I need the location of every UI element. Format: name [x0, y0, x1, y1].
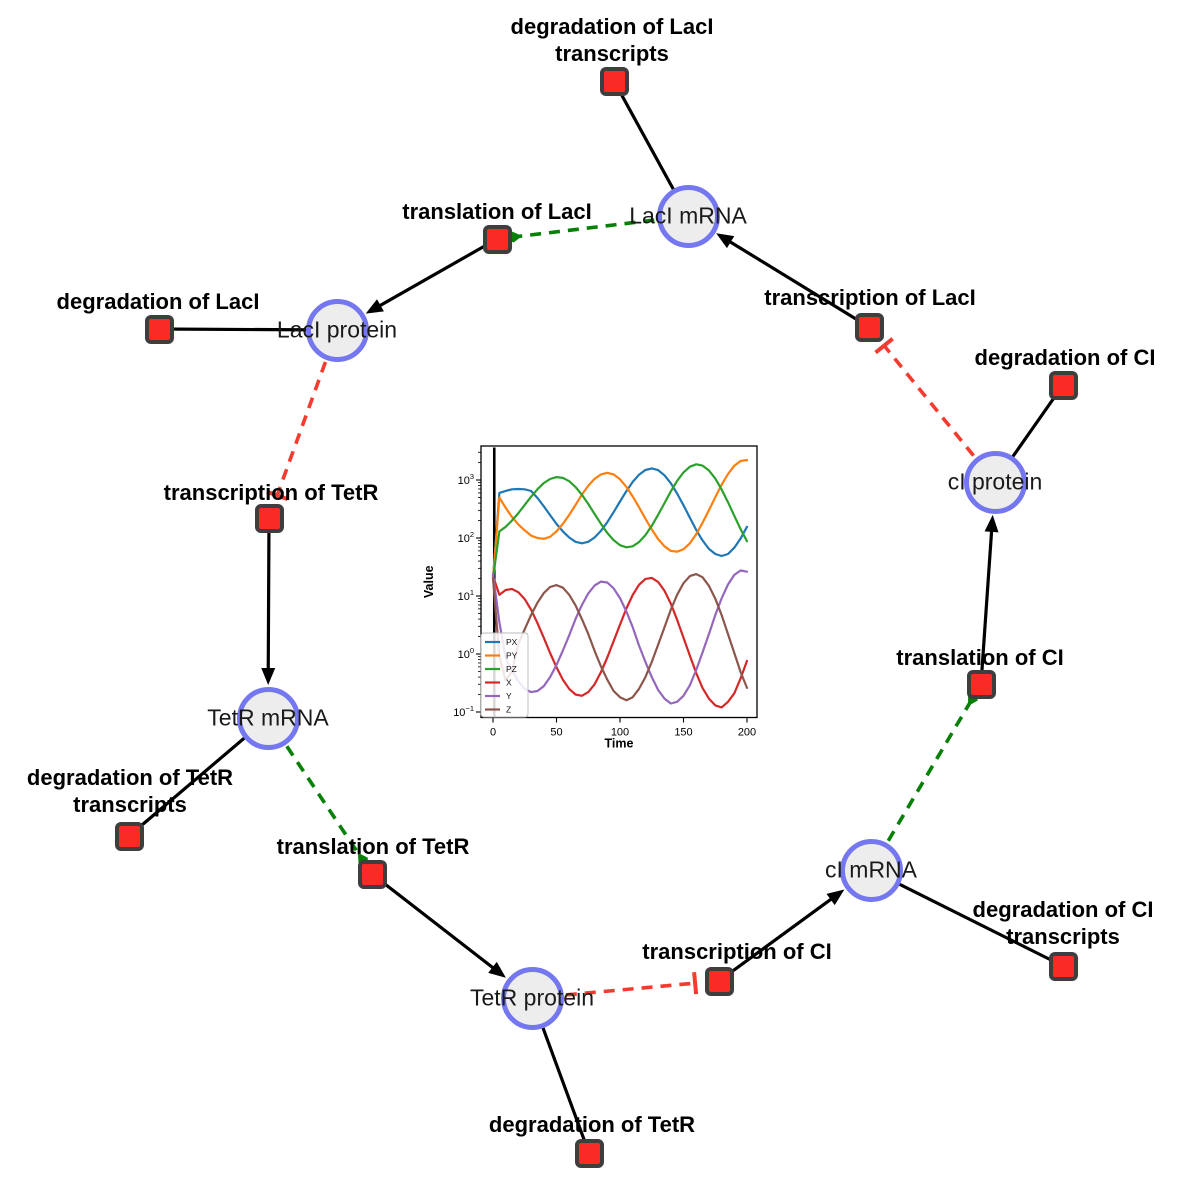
- edge-production-transc-ci-ci-mrna: [718, 889, 845, 983]
- reaction-label-line: translation of TetR: [276, 834, 470, 859]
- x-tick-label: 150: [674, 727, 692, 739]
- reaction-label-deg-ci-tx: degradation of CI transcripts: [973, 896, 1154, 950]
- species-label-laci-mrna: LacI mRNA: [629, 202, 747, 229]
- edge-inhibition-ci-protein-transc-laci: [874, 337, 975, 457]
- reaction-label-transc-tetr: transcription of TetR: [164, 479, 379, 506]
- reaction-label-line: degradation of TetR: [488, 1112, 696, 1137]
- reaction-label-line: translation of LacI: [402, 199, 592, 224]
- reaction-label-line: translation of CI: [896, 645, 1064, 670]
- series-Y: [491, 569, 749, 705]
- reaction-node-transc-laci[interactable]: [854, 312, 884, 342]
- reaction-label-line: degradation of LacI: [56, 289, 260, 314]
- reaction-label-deg-tetr-tx: degradation of TetR transcripts: [27, 764, 233, 818]
- species-label-tetr-mrna: TetR mRNA: [207, 704, 329, 731]
- x-axis-title: Time: [605, 737, 634, 751]
- edge-inhibition-laci-protein-transc-tetr: [266, 361, 328, 502]
- x-tick-label: 0: [490, 727, 496, 739]
- reaction-node-deg-laci-tx[interactable]: [599, 66, 629, 96]
- reaction-label-line: degradation of TetR: [26, 765, 234, 790]
- x-tick-label: 50: [550, 727, 562, 739]
- y-tick-label: 100: [458, 646, 474, 661]
- reaction-node-deg-tetr-tx[interactable]: [114, 821, 144, 851]
- species-node-ci-protein[interactable]: [963, 450, 1027, 514]
- plot-frame: [480, 445, 758, 719]
- edge-production-transc-laci-laci-mrna: [716, 233, 870, 329]
- reaction-label-deg-tetr: degradation of TetR: [489, 1111, 695, 1138]
- species-label-ci-protein: cI protein: [947, 468, 1043, 495]
- reaction-label-line: transcription of TetR: [163, 480, 379, 505]
- reaction-label-line: transcripts: [555, 41, 669, 66]
- reaction-label-transc-ci: transcription of CI: [642, 938, 831, 965]
- reaction-label-line: degradation of LacI: [510, 14, 714, 39]
- edge-production-transc-tetr-tetr-mrna: [261, 517, 276, 686]
- reaction-node-transl-ci[interactable]: [966, 669, 996, 699]
- y-tick-label: 101: [458, 588, 474, 603]
- legend-entry-PY: PY: [506, 651, 518, 661]
- reaction-label-transl-ci: translation of CI: [896, 644, 1063, 671]
- legend-entry-X: X: [506, 678, 512, 688]
- legend-entry-PZ: PZ: [506, 664, 517, 674]
- species-label-tetr-protein: TetR protein: [469, 984, 595, 1011]
- network-edges: [127, 80, 1065, 1154]
- reaction-node-transc-ci[interactable]: [704, 966, 734, 996]
- reaction-node-deg-ci[interactable]: [1048, 370, 1078, 400]
- edge-production-transl-laci-laci-protein: [365, 237, 498, 314]
- reaction-label-line: degradation of CI: [972, 897, 1154, 922]
- species-node-laci-mrna[interactable]: [656, 184, 720, 248]
- reaction-label-deg-ci: degradation of CI: [975, 344, 1156, 371]
- species-node-laci-protein[interactable]: [305, 298, 369, 362]
- edge-production-transl-ci-ci-protein: [979, 514, 999, 685]
- edge-consumption-ci-mrna-deg-ci-tx: [870, 868, 1064, 968]
- species-label-ci-mrna: cI mRNA: [825, 856, 917, 883]
- reaction-node-deg-tetr[interactable]: [574, 1138, 604, 1168]
- edge-production-transl-tetr-tetr-protein: [371, 872, 506, 978]
- reaction-node-transc-tetr[interactable]: [254, 503, 284, 533]
- series-X: [491, 574, 749, 709]
- reaction-node-deg-ci-tx[interactable]: [1048, 951, 1078, 981]
- reaction-label-transl-tetr: translation of TetR: [277, 833, 470, 860]
- y-tick-label: 103: [458, 472, 474, 487]
- legend-entry-Z: Z: [506, 705, 511, 715]
- reaction-label-transc-laci: transcription of LacI: [764, 284, 975, 311]
- y-axis-title: Value: [422, 565, 436, 598]
- legend-entry-PX: PX: [506, 637, 518, 647]
- edge-inhibition-tetr-protein-transc-ci: [565, 972, 699, 997]
- reaction-label-transl-laci: translation of LacI: [402, 198, 591, 225]
- reaction-node-transl-laci[interactable]: [482, 224, 512, 254]
- reaction-label-deg-laci-tx: degradation of LacI transcripts: [511, 13, 714, 67]
- edge-modifier-ci-mrna-transl-ci: [886, 689, 978, 842]
- series-PX: [491, 467, 749, 580]
- species-node-tetr-protein[interactable]: [500, 966, 564, 1030]
- reaction-label-deg-laci: degradation of LacI: [57, 288, 260, 315]
- y-tick-label: 10−1: [453, 704, 474, 719]
- reaction-label-line: transcription of LacI: [764, 285, 976, 310]
- series-PY: [491, 458, 749, 580]
- reaction-label-line: transcripts: [73, 792, 187, 817]
- species-node-tetr-mrna[interactable]: [236, 686, 300, 750]
- x-tick-label: 100: [611, 727, 629, 739]
- y-tick-label: 102: [458, 530, 474, 545]
- x-tick-label: 200: [738, 727, 756, 739]
- reaction-node-deg-laci[interactable]: [144, 314, 174, 344]
- species-label-laci-protein: LacI protein: [276, 316, 398, 343]
- reaction-label-line: degradation of CI: [974, 345, 1156, 370]
- series-PZ: [491, 463, 749, 580]
- plot-legend: PX PY PZ XYZ: [480, 632, 529, 718]
- legend-entry-Y: Y: [506, 691, 512, 701]
- curves: [491, 458, 749, 709]
- reaction-label-line: transcription of CI: [642, 939, 832, 964]
- reaction-label-line: transcripts: [1006, 924, 1120, 949]
- series-Z: [491, 572, 749, 702]
- reaction-node-transl-tetr[interactable]: [357, 859, 387, 889]
- species-node-ci-mrna[interactable]: [839, 838, 903, 902]
